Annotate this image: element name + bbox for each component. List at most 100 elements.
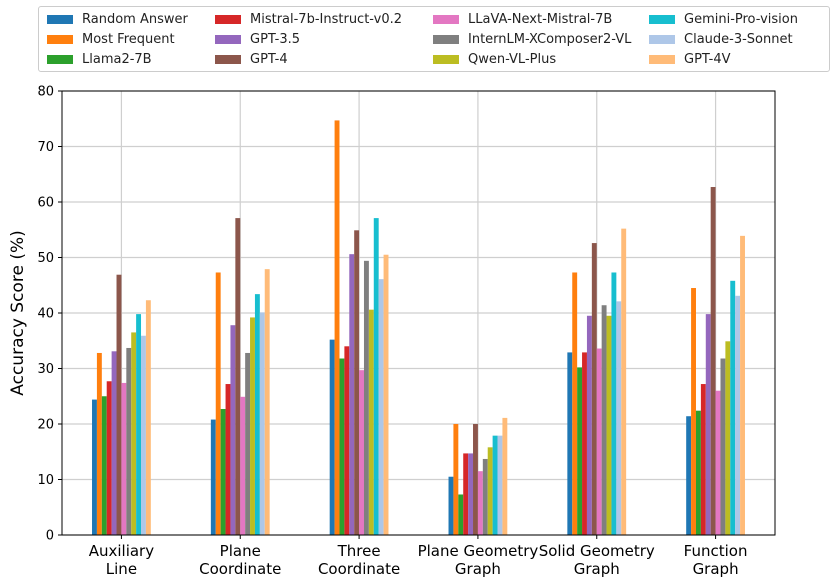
bar-gpt-4v-3 xyxy=(502,417,508,535)
bar-gpt-4-0 xyxy=(116,274,122,535)
bar-claude-3-sonnet-5 xyxy=(735,295,741,535)
grid-lines xyxy=(62,90,775,536)
bar-claude-3-sonnet-4 xyxy=(616,301,622,535)
bar-llava-next-mistral-7b-1 xyxy=(240,396,246,535)
bar-most-frequent-1 xyxy=(215,272,221,535)
bar-gpt-4v-2 xyxy=(383,254,389,535)
bar-llava-next-mistral-7b-3 xyxy=(477,471,483,535)
legend-swatch xyxy=(649,14,675,24)
bar-internlm-xcomposer2-vl-5 xyxy=(720,358,726,535)
bar-mistral-7b-instruct-v0-2-5 xyxy=(700,384,706,535)
bar-claude-3-sonnet-2 xyxy=(378,279,384,535)
bar-internlm-xcomposer2-vl-3 xyxy=(482,458,488,535)
legend: Random Answer Most Frequent Llama2-7B Mistr… xyxy=(38,6,830,72)
bar-qwen-vl-plus-2 xyxy=(368,309,374,535)
bar-llava-next-mistral-7b-4 xyxy=(596,348,602,535)
bar-llama2-7b-1 xyxy=(220,409,226,535)
bar-gpt-4v-5 xyxy=(740,235,745,536)
bar-random-answer-2 xyxy=(329,339,335,535)
bar-gpt-3-5-3 xyxy=(468,453,474,535)
legend-swatch xyxy=(47,14,73,24)
legend-swatch xyxy=(215,54,241,64)
x-tick-label: Auxiliary Line xyxy=(89,542,155,578)
bar-llama2-7b-5 xyxy=(695,410,701,535)
bar-qwen-vl-plus-3 xyxy=(487,447,493,535)
legend-swatch xyxy=(215,14,241,24)
bar-gpt-3-5-4 xyxy=(586,315,592,535)
x-tick-label: Solid Geometry Graph xyxy=(539,542,655,578)
bar-internlm-xcomposer2-vl-1 xyxy=(245,352,251,535)
bar-internlm-xcomposer2-vl-2 xyxy=(363,260,369,535)
legend-item-claude-3-sonnet: Claude-3-Sonnet xyxy=(649,31,793,47)
bar-qwen-vl-plus-1 xyxy=(250,317,255,535)
bar-internlm-xcomposer2-vl-4 xyxy=(601,305,607,535)
bar-gpt-4-1 xyxy=(235,218,241,535)
bar-llama2-7b-0 xyxy=(101,396,107,535)
legend-swatch xyxy=(649,34,675,44)
bar-gpt-4-3 xyxy=(473,424,478,535)
y-tick-label: 80 xyxy=(37,85,54,100)
bar-random-answer-5 xyxy=(686,416,692,535)
y-tick-label: 40 xyxy=(37,307,54,322)
legend-label: Most Frequent xyxy=(82,31,175,47)
bar-llava-next-mistral-7b-2 xyxy=(359,370,364,535)
bar-most-frequent-0 xyxy=(96,352,102,535)
bar-gpt-3-5-5 xyxy=(705,314,711,535)
bar-most-frequent-5 xyxy=(691,288,696,535)
bar-random-answer-4 xyxy=(567,352,573,535)
bar-claude-3-sonnet-3 xyxy=(497,435,503,535)
legend-label: Gemini-Pro-vision xyxy=(684,11,798,27)
y-tick-label: 60 xyxy=(37,196,54,211)
legend-swatch xyxy=(215,34,241,44)
y-tick-label: 70 xyxy=(37,140,54,155)
bar-mistral-7b-instruct-v0-2-4 xyxy=(582,352,587,535)
bar-gpt-4v-4 xyxy=(621,228,627,535)
x-tick-label: Function Graph xyxy=(684,542,748,578)
bar-gemini-pro-vision-2 xyxy=(373,218,379,535)
legend-swatch xyxy=(47,54,73,64)
legend-item-random-answer: Random Answer xyxy=(47,11,188,27)
bar-random-answer-3 xyxy=(448,476,454,535)
legend-item-mistral-7b-instruct-v0-2: Mistral-7b-Instruct-v0.2 xyxy=(215,11,402,27)
bar-llava-next-mistral-7b-0 xyxy=(121,382,127,535)
legend-item-gemini-pro-vision: Gemini-Pro-vision xyxy=(649,11,798,27)
x-axis: Auxiliary Line Plane Coordinate Three Coordin… xyxy=(89,535,748,578)
bar-internlm-xcomposer2-vl-0 xyxy=(126,347,132,535)
bar-mistral-7b-instruct-v0-2-2 xyxy=(344,346,350,535)
legend-swatch xyxy=(433,54,459,64)
bar-gemini-pro-vision-3 xyxy=(492,435,498,535)
bar-random-answer-1 xyxy=(210,419,216,535)
bar-llama2-7b-4 xyxy=(577,367,583,535)
bar-gpt-4v-1 xyxy=(264,269,270,535)
bar-claude-3-sonnet-1 xyxy=(259,312,265,535)
bar-random-answer-0 xyxy=(92,399,97,535)
bar-most-frequent-2 xyxy=(334,120,340,535)
bar-most-frequent-3 xyxy=(453,424,459,535)
bar-gemini-pro-vision-4 xyxy=(611,272,617,535)
bar-llama2-7b-2 xyxy=(339,358,345,535)
legend-label: InternLM-XComposer2-VL xyxy=(468,31,632,47)
y-tick-label: 20 xyxy=(37,418,54,433)
bar-gpt-3-5-1 xyxy=(230,325,236,535)
bar-mistral-7b-instruct-v0-2-1 xyxy=(225,384,231,535)
y-tick-label: 0 xyxy=(46,529,54,544)
bars xyxy=(92,120,745,536)
bar-gpt-3-5-0 xyxy=(111,351,117,535)
bar-qwen-vl-plus-5 xyxy=(725,341,731,535)
legend-label: Llama2-7B xyxy=(82,51,152,67)
bar-gemini-pro-vision-5 xyxy=(730,280,736,535)
bar-mistral-7b-instruct-v0-2-3 xyxy=(463,453,469,535)
bar-gemini-pro-vision-1 xyxy=(254,294,260,535)
bar-llava-next-mistral-7b-5 xyxy=(715,390,721,535)
legend-swatch xyxy=(433,34,459,44)
bar-gpt-4-4 xyxy=(591,243,597,535)
legend-item-gpt-4v: GPT-4V xyxy=(649,51,731,67)
legend-swatch xyxy=(433,14,459,24)
legend-label: GPT-3.5 xyxy=(250,31,301,47)
bar-gpt-4v-0 xyxy=(145,300,151,535)
y-tick-label: 10 xyxy=(37,473,54,488)
legend-swatch xyxy=(47,34,73,44)
bar-gpt-3-5-2 xyxy=(349,254,355,536)
legend-item-internlm-xcomposer2-vl: InternLM-XComposer2-VL xyxy=(433,31,631,47)
